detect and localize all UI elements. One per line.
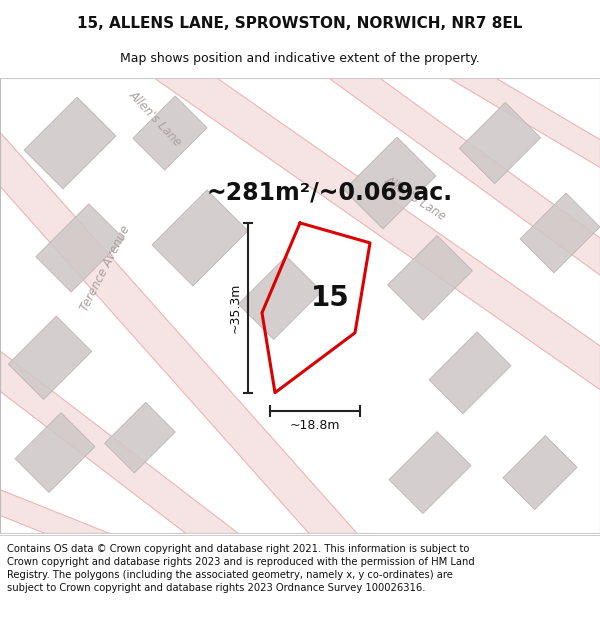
Polygon shape — [429, 332, 511, 414]
Text: Allen's Lane: Allen's Lane — [382, 173, 448, 222]
Polygon shape — [36, 204, 124, 292]
Polygon shape — [460, 102, 541, 184]
Polygon shape — [104, 402, 175, 473]
Polygon shape — [388, 236, 472, 320]
Text: ~18.8m: ~18.8m — [290, 419, 340, 432]
Text: 15: 15 — [311, 284, 349, 312]
Polygon shape — [0, 320, 260, 575]
Polygon shape — [8, 316, 92, 399]
Polygon shape — [424, 43, 600, 193]
Polygon shape — [152, 190, 248, 286]
Text: Allen's Lane: Allen's Lane — [126, 88, 184, 148]
Text: ~281m²/~0.069ac.: ~281m²/~0.069ac. — [207, 181, 453, 205]
Text: Contains OS data © Crown copyright and database right 2021. This information is : Contains OS data © Crown copyright and d… — [7, 544, 475, 593]
Text: ~35.3m: ~35.3m — [229, 282, 241, 333]
Polygon shape — [15, 412, 95, 492]
Polygon shape — [0, 91, 364, 564]
Text: Map shows position and indicative extent of the property.: Map shows position and indicative extent… — [120, 52, 480, 65]
Polygon shape — [344, 137, 436, 229]
Polygon shape — [503, 436, 577, 509]
Text: 15, ALLENS LANE, SPROWSTON, NORWICH, NR7 8EL: 15, ALLENS LANE, SPROWSTON, NORWICH, NR7… — [77, 16, 523, 31]
Polygon shape — [24, 97, 116, 189]
Polygon shape — [238, 256, 322, 339]
Polygon shape — [520, 193, 600, 272]
Polygon shape — [0, 471, 154, 574]
Polygon shape — [389, 432, 471, 514]
Polygon shape — [133, 96, 207, 170]
Polygon shape — [140, 38, 600, 418]
Polygon shape — [311, 41, 600, 305]
Text: Terence Avenue: Terence Avenue — [78, 223, 132, 313]
